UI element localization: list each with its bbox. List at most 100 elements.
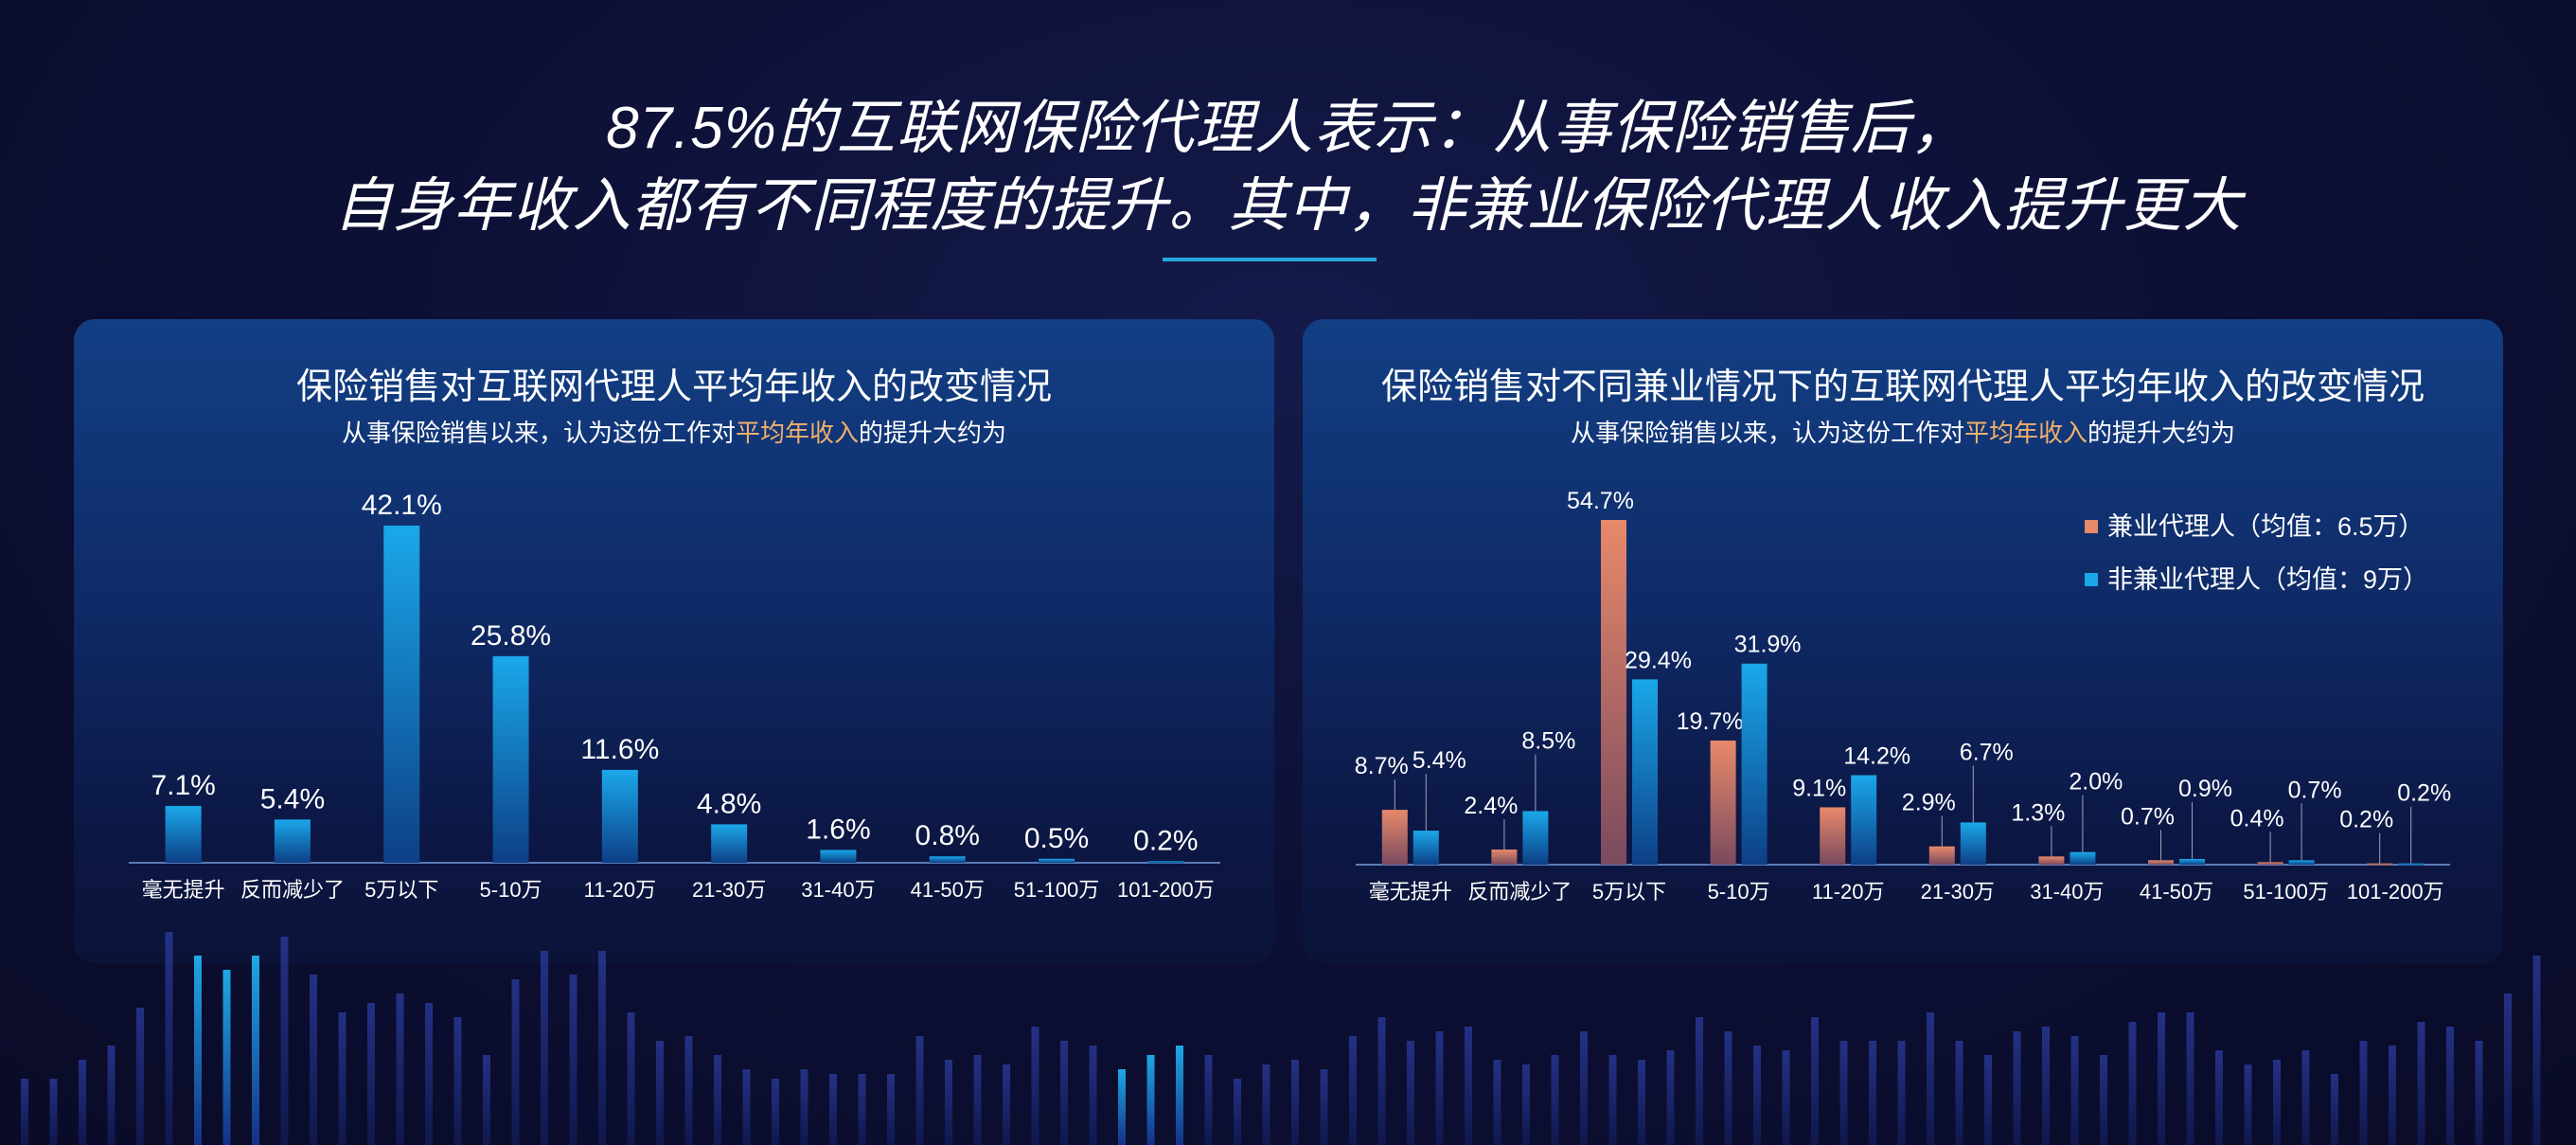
decorative-bar	[1089, 1046, 1097, 1145]
bar	[820, 850, 857, 863]
bar-value-label: 31.9%	[1734, 632, 1802, 658]
decorative-bar	[2215, 1050, 2223, 1145]
bar	[2288, 860, 2315, 865]
decorative-bar	[1927, 1012, 1934, 1145]
decorative-bar	[2417, 1022, 2425, 1145]
chart-title: 保险销售对互联网代理人平均年收入的改变情况	[295, 367, 1052, 407]
decorative-bar	[772, 1079, 779, 1145]
subtitle-highlight: 平均年收入	[1963, 419, 2087, 447]
decorative-bar	[800, 1069, 808, 1145]
decorative-bar	[1493, 1060, 1501, 1145]
decorative-bar	[858, 1074, 866, 1145]
bar-value-label: 0.2%	[1133, 825, 1198, 856]
decorative-bar	[79, 1060, 86, 1145]
decorative-bar	[1608, 1055, 1617, 1145]
decorative-bar	[165, 932, 173, 1145]
decorative-bar	[252, 956, 259, 1145]
headline-underline	[1163, 258, 1377, 261]
bar	[274, 819, 311, 863]
decorative-bar	[222, 970, 231, 1145]
bar-value-label: 0.2%	[2339, 807, 2393, 833]
bar-value-label: 11.6%	[580, 734, 659, 765]
decorative-bar	[1031, 1027, 1039, 1145]
decorative-bar	[194, 956, 202, 1145]
decorative-bar	[1580, 1031, 1588, 1145]
x-tick-label: 41-50万	[911, 878, 985, 902]
headline: 87.5%的互联网保险代理人表示：从事保险销售后， 自身年收入都有不同程度的提升…	[0, 90, 2576, 245]
bar	[2038, 856, 2065, 865]
x-tick-label: 101-200万	[2347, 880, 2444, 903]
x-tick-label: 101-200万	[1117, 878, 1215, 902]
bar-value-label: 2.4%	[1464, 793, 1518, 819]
decorative-bar	[2042, 1027, 2050, 1145]
headline-line-1: 87.5%的互联网保险代理人表示：从事保险销售后，	[606, 96, 1970, 161]
x-tick-label: 51-100万	[1014, 878, 1100, 902]
decorative-bar	[1955, 1041, 1963, 1145]
bar	[929, 856, 966, 863]
decorative-bar	[2013, 1031, 2021, 1145]
bar	[2070, 851, 2096, 865]
bar-value-label: 9.1%	[1792, 775, 1846, 801]
bar-value-label: 8.7%	[1355, 753, 1409, 779]
bar-value-label: 29.4%	[1625, 647, 1692, 673]
legend-swatch	[2085, 520, 2098, 533]
headline-line-2: 自身年收入都有不同程度的提升。其中，非兼业保险代理人收入提升更大	[333, 173, 2243, 239]
decorative-bar	[367, 1003, 375, 1145]
bar	[601, 769, 638, 863]
bar-value-label: 0.8%	[915, 820, 980, 851]
decorative-bar	[2100, 1055, 2107, 1145]
x-tick-label: 反而减少了	[1467, 880, 1572, 903]
bar-value-label: 0.2%	[2397, 780, 2451, 807]
bar-value-label: 0.9%	[2178, 776, 2232, 802]
bar	[1491, 850, 1518, 865]
bar-value-label: 0.5%	[1024, 823, 1089, 854]
decorative-bar	[1753, 1046, 1761, 1145]
decorative-bars-background	[21, 932, 2541, 1145]
decorative-bar	[1696, 1017, 1703, 1145]
decorative-bar	[107, 1046, 115, 1145]
decorative-bar	[2331, 1074, 2338, 1145]
x-tick-label: 41-50万	[2140, 880, 2213, 903]
bar	[1741, 663, 1768, 865]
decorative-bar	[1811, 1017, 1819, 1145]
decorative-bar	[1465, 1027, 1472, 1145]
decorative-bar	[1204, 1055, 1213, 1145]
decorative-bar	[742, 1069, 751, 1145]
decorative-bar	[1522, 1064, 1530, 1145]
bar-value-label: 8.5%	[1521, 727, 1575, 754]
decorative-bar	[2158, 1012, 2165, 1145]
chart-subtitle: 从事保险销售以来，认为这份工作对平均年收入的提升大约为	[1303, 414, 2503, 449]
decorative-bar	[627, 1012, 635, 1145]
bar	[1851, 775, 1877, 865]
decorative-bar	[2504, 993, 2512, 1145]
x-tick-label: 5-10万	[480, 878, 542, 902]
decorative-bar	[598, 951, 606, 1145]
decorative-bar	[2446, 1027, 2454, 1145]
decorative-bar	[1724, 1031, 1732, 1145]
decorative-bar	[453, 1017, 462, 1145]
decorative-bar	[1291, 1060, 1299, 1145]
decorative-bar	[2070, 1036, 2079, 1145]
bar-value-label: 0.7%	[2288, 777, 2342, 803]
x-tick-label: 21-30万	[692, 878, 766, 902]
decorative-bar	[1262, 1064, 1270, 1145]
subtitle-text-pre: 从事保险销售以来，认为这份工作对	[341, 419, 736, 447]
subtitle-text-post: 的提升大约为	[2087, 419, 2236, 447]
bar	[1601, 520, 1626, 865]
bar-value-label: 14.2%	[1843, 743, 1910, 770]
bar	[1147, 861, 1184, 864]
x-tick-label: 毫无提升	[1369, 880, 1452, 903]
decorative-bar	[1234, 1079, 1241, 1145]
bar	[1039, 858, 1075, 863]
decorative-bar	[569, 975, 577, 1145]
x-tick-label: 11-20万	[1812, 880, 1885, 903]
decorative-bar	[2389, 1046, 2396, 1145]
decorative-bar	[483, 1055, 490, 1145]
decorative-bar	[280, 937, 289, 1145]
decorative-bar	[656, 1041, 664, 1145]
bar	[1412, 831, 1439, 865]
legend-entry: 兼业代理人（均值：6.5万）	[2107, 512, 2425, 541]
bar	[1710, 740, 1736, 865]
bar-value-label: 1.3%	[2011, 799, 2065, 826]
bar	[2179, 859, 2205, 865]
